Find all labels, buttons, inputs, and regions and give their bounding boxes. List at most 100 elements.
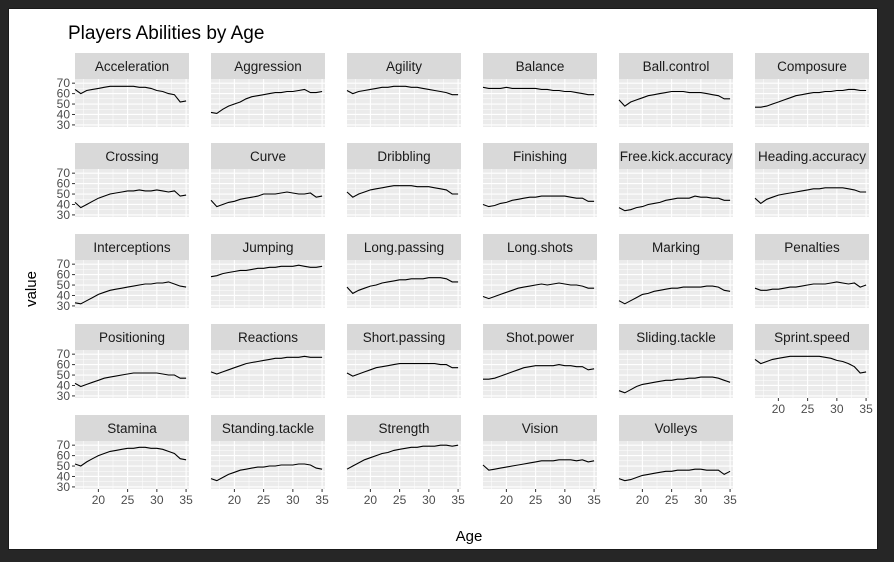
facet-label: Crossing (105, 149, 158, 164)
facet-panel (211, 169, 325, 217)
facet-label: Volleys (655, 421, 698, 436)
facet-strip (211, 143, 325, 169)
x-tick-label: 25 (257, 493, 271, 507)
x-tick-label: 20 (772, 402, 786, 416)
series-line (754, 187, 867, 205)
facet-strip (347, 53, 461, 79)
series-line (210, 463, 323, 482)
x-tick-label: 35 (587, 493, 601, 507)
x-tick-label: 25 (801, 402, 815, 416)
series-line (74, 85, 187, 103)
series-line (346, 277, 459, 295)
y-tick-label: 70 (57, 166, 71, 180)
series-line (483, 364, 595, 380)
facet-strip (347, 234, 461, 260)
facet-label: Sliding.tackle (636, 330, 716, 345)
facet-strip (755, 324, 869, 350)
x-tick-label: 20 (636, 493, 650, 507)
y-tick-label: 50 (57, 459, 71, 473)
facet-label: Long.passing (364, 240, 444, 255)
series-line (346, 185, 459, 198)
facet-panel (347, 350, 461, 398)
series-line (74, 446, 187, 467)
facet-line-chart: Players Abilities by Age Age value Accelera… (23, 23, 873, 545)
series-line (74, 189, 187, 209)
x-tick-label: 20 (364, 493, 378, 507)
facet-panel (619, 441, 733, 489)
facet-panel (75, 350, 189, 398)
y-tick-label: 60 (57, 87, 71, 101)
facet-label: Stamina (107, 421, 157, 436)
y-tick-label: 40 (57, 197, 71, 211)
facet-strip (619, 415, 733, 441)
y-tick-label: 30 (57, 299, 71, 313)
facet-panel (619, 260, 733, 308)
facet-panel (347, 169, 461, 217)
facet-strip (211, 53, 325, 79)
x-tick-label: 25 (121, 493, 135, 507)
facet-label: Ball.control (643, 59, 710, 74)
facet-panel (755, 169, 869, 217)
y-tick-label: 70 (57, 347, 71, 361)
facet-label: Aggression (234, 59, 302, 74)
x-tick-label: 25 (665, 493, 679, 507)
facet-panel (75, 169, 189, 217)
facet-label: Acceleration (95, 59, 169, 74)
series-line (618, 195, 731, 212)
facet-label: Positioning (99, 330, 165, 345)
facet-panel (619, 350, 733, 398)
facet-strip (619, 53, 733, 79)
y-tick-label: 60 (57, 177, 71, 191)
facet-label: Strength (378, 421, 429, 436)
facet-strip (211, 415, 325, 441)
plot-frame: Players Abilities by Age Age value Accelera… (8, 8, 878, 550)
series-line (74, 281, 187, 305)
series-line (754, 355, 867, 374)
series-line (482, 195, 595, 208)
facet-panel (347, 260, 461, 308)
y-tick-label: 70 (57, 257, 71, 271)
facet-panel (347, 79, 461, 127)
facet-panel (483, 441, 597, 489)
x-tick-label: 35 (451, 493, 465, 507)
series-line (74, 372, 187, 388)
y-tick-label: 50 (57, 368, 71, 382)
y-tick-label: 70 (57, 76, 71, 90)
facet-label: Vision (522, 421, 559, 436)
facet-label: Jumping (242, 240, 293, 255)
y-tick-label: 50 (57, 97, 71, 111)
y-tick-label: 40 (57, 288, 71, 302)
facet-strip (75, 324, 189, 350)
facet-strip (347, 324, 461, 350)
x-tick-label: 25 (529, 493, 543, 507)
series-line (346, 363, 459, 377)
y-tick-label: 70 (57, 438, 71, 452)
y-axis-title: value (23, 271, 40, 307)
facet-strip (619, 143, 733, 169)
x-tick-label: 30 (422, 493, 436, 507)
series-line (210, 264, 323, 278)
facet-strip (483, 53, 597, 79)
facet-strip (619, 234, 733, 260)
y-tick-label: 40 (57, 469, 71, 483)
x-tick-label: 30 (150, 493, 164, 507)
facet-panel (211, 441, 325, 489)
series-line (754, 281, 867, 291)
facet-label: Heading.accuracy (758, 149, 866, 164)
y-tick-label: 30 (57, 118, 71, 132)
facet-label: Marking (652, 240, 700, 255)
series-line (618, 90, 731, 107)
series-line (618, 468, 731, 482)
facet-strip (75, 143, 189, 169)
facet-label: Standing.tackle (222, 421, 314, 436)
series-line (210, 355, 323, 375)
x-tick-label: 30 (694, 493, 708, 507)
series-line (210, 191, 323, 208)
y-tick-label: 30 (57, 208, 71, 222)
x-tick-label: 30 (558, 493, 572, 507)
facet-label: Interceptions (93, 240, 171, 255)
facet-panel (619, 79, 733, 127)
facet-strip (347, 143, 461, 169)
facet-label: Reactions (238, 330, 298, 345)
facet-panel (75, 441, 189, 489)
